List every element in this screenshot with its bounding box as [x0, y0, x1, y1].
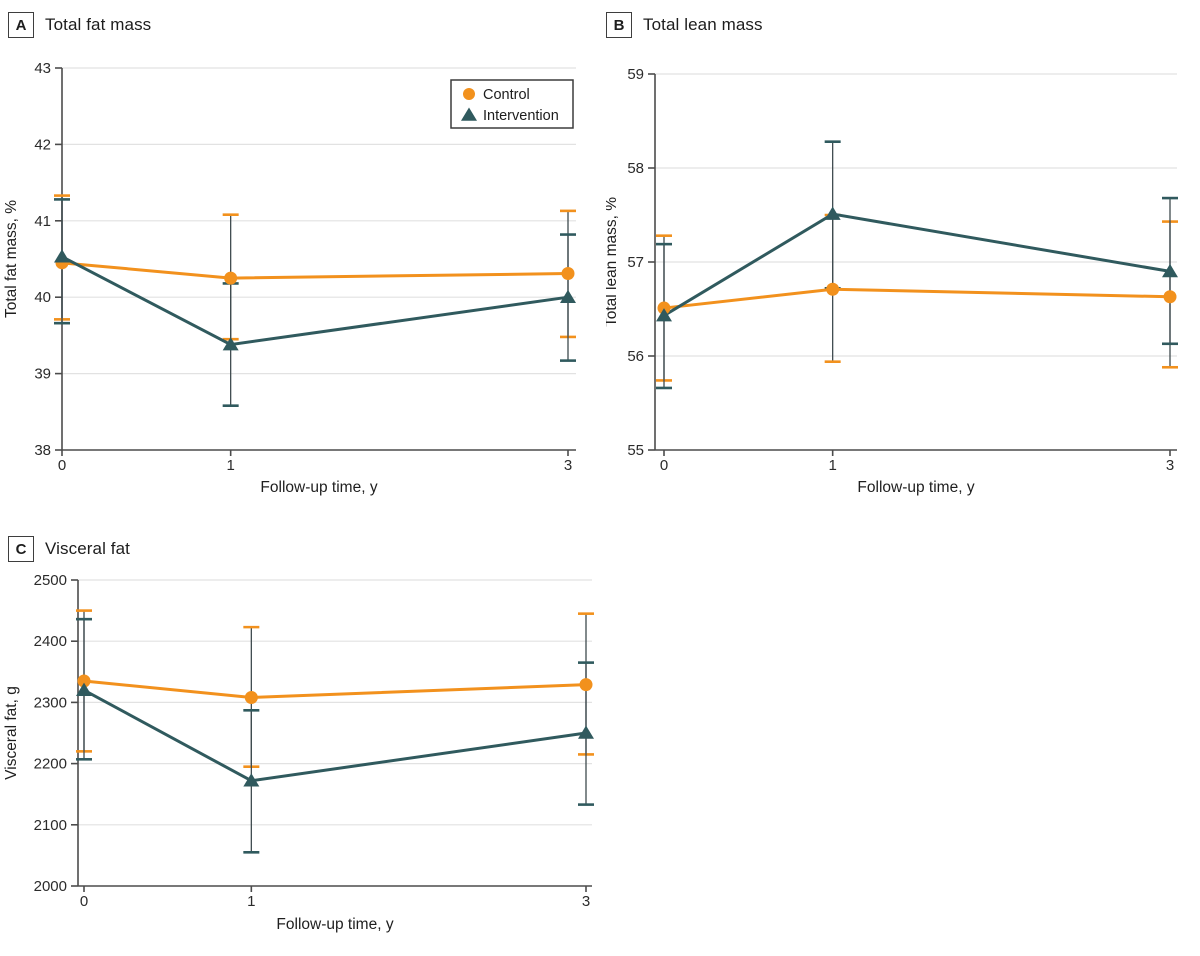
- y-tick-label: 57: [627, 254, 644, 271]
- y-tick-label: 2000: [34, 878, 67, 895]
- y-tick-label: 40: [34, 289, 51, 306]
- x-axis-label: Follow-up time, y: [276, 916, 393, 933]
- marker-control: [579, 678, 593, 692]
- series-line-control: [61, 261, 569, 280]
- panel-c-title: Visceral fat: [45, 539, 130, 558]
- y-tick-label: 2400: [34, 633, 67, 650]
- marker-control: [657, 301, 671, 315]
- panel-c-header: C Visceral fat: [8, 536, 130, 562]
- x-tick-label: 0: [660, 457, 668, 474]
- marker-intervention: [54, 249, 70, 263]
- y-tick-label: 42: [34, 136, 51, 153]
- panel-b: B Total lean mass 55 56 57 58 59 0 1 3 Follow-up…: [606, 0, 1200, 496]
- panel-a-header: A Total fat mass: [8, 12, 151, 38]
- marker-control: [244, 691, 258, 705]
- y-tick-label: 39: [34, 366, 51, 383]
- marker-control: [1163, 290, 1177, 304]
- y-tick-label: 2500: [34, 572, 67, 589]
- x-tick-label: 1: [828, 457, 836, 474]
- panel-a: A Total fat mass 38 39 40 41 42 43 0 1 3 Follow-u…: [0, 0, 600, 496]
- marker-intervention: [824, 206, 841, 220]
- y-tick-label: 41: [34, 213, 51, 230]
- y-tick-label: 2100: [34, 817, 67, 834]
- series-line-control: [663, 287, 1171, 310]
- x-tick-label: 1: [226, 457, 234, 474]
- series-line-control: [83, 679, 587, 700]
- panel-c-badge: C: [8, 536, 34, 562]
- y-tick-label: 59: [627, 66, 644, 83]
- panel-b-chart: 55 56 57 58 59 0 1 3 Follow-up time, y Total lean…: [606, 66, 1178, 496]
- legend-triangle-icon: [461, 107, 477, 121]
- y-tick-label: 55: [627, 442, 644, 459]
- panel-b-title: Total lean mass: [643, 15, 763, 34]
- marker-control: [826, 282, 840, 296]
- legend-label-intervention: Intervention: [483, 108, 559, 124]
- marker-intervention: [76, 682, 92, 696]
- panel-c-chart: 2000 2100 2200 2300 2400 2500 0 1 3 Follow-up tim…: [3, 572, 594, 933]
- marker-intervention: [222, 337, 239, 351]
- legend-label-control: Control: [483, 87, 530, 103]
- y-axis-label: Total fat mass, %: [3, 200, 20, 318]
- x-tick-label: 0: [58, 457, 66, 474]
- x-axis-label: Follow-up time, y: [260, 479, 377, 496]
- y-tick-label: 38: [34, 442, 51, 459]
- panel-a-chart: 38 39 40 41 42 43 0 1 3 Follow-up time, y Total fa…: [3, 60, 576, 496]
- panel-b-header: B Total lean mass: [606, 12, 763, 38]
- y-axis-label: Total lean mass, %: [606, 197, 620, 327]
- legend-circle-icon: [463, 88, 475, 100]
- x-tick-label: 3: [582, 893, 590, 910]
- x-tick-label: 3: [564, 457, 572, 474]
- series-line-intervention: [83, 688, 587, 783]
- marker-intervention: [243, 773, 260, 787]
- y-tick-label: 56: [627, 348, 644, 365]
- x-tick-label: 0: [80, 893, 88, 910]
- y-tick-label: 58: [627, 160, 644, 177]
- marker-control: [561, 267, 575, 281]
- marker-control: [77, 674, 91, 688]
- x-tick-label: 1: [247, 893, 255, 910]
- panel-b-badge: B: [606, 12, 632, 38]
- x-axis-label: Follow-up time, y: [857, 479, 974, 496]
- y-tick-label: 43: [34, 60, 51, 77]
- y-tick-label: 2200: [34, 756, 67, 773]
- y-tick-label: 2300: [34, 694, 67, 711]
- y-axis-label: Visceral fat, g: [3, 686, 20, 780]
- marker-control: [224, 271, 238, 285]
- panel-a-title: Total fat mass: [45, 15, 152, 34]
- marker-intervention: [560, 289, 576, 303]
- marker-intervention: [656, 308, 672, 322]
- panel-a-badge: A: [8, 12, 34, 38]
- x-tick-label: 3: [1166, 457, 1174, 474]
- marker-intervention: [578, 725, 594, 739]
- marker-intervention: [1162, 263, 1178, 278]
- panel-c: C Visceral fat 2000 2100 2200 2300 2400 2500 0…: [0, 496, 620, 956]
